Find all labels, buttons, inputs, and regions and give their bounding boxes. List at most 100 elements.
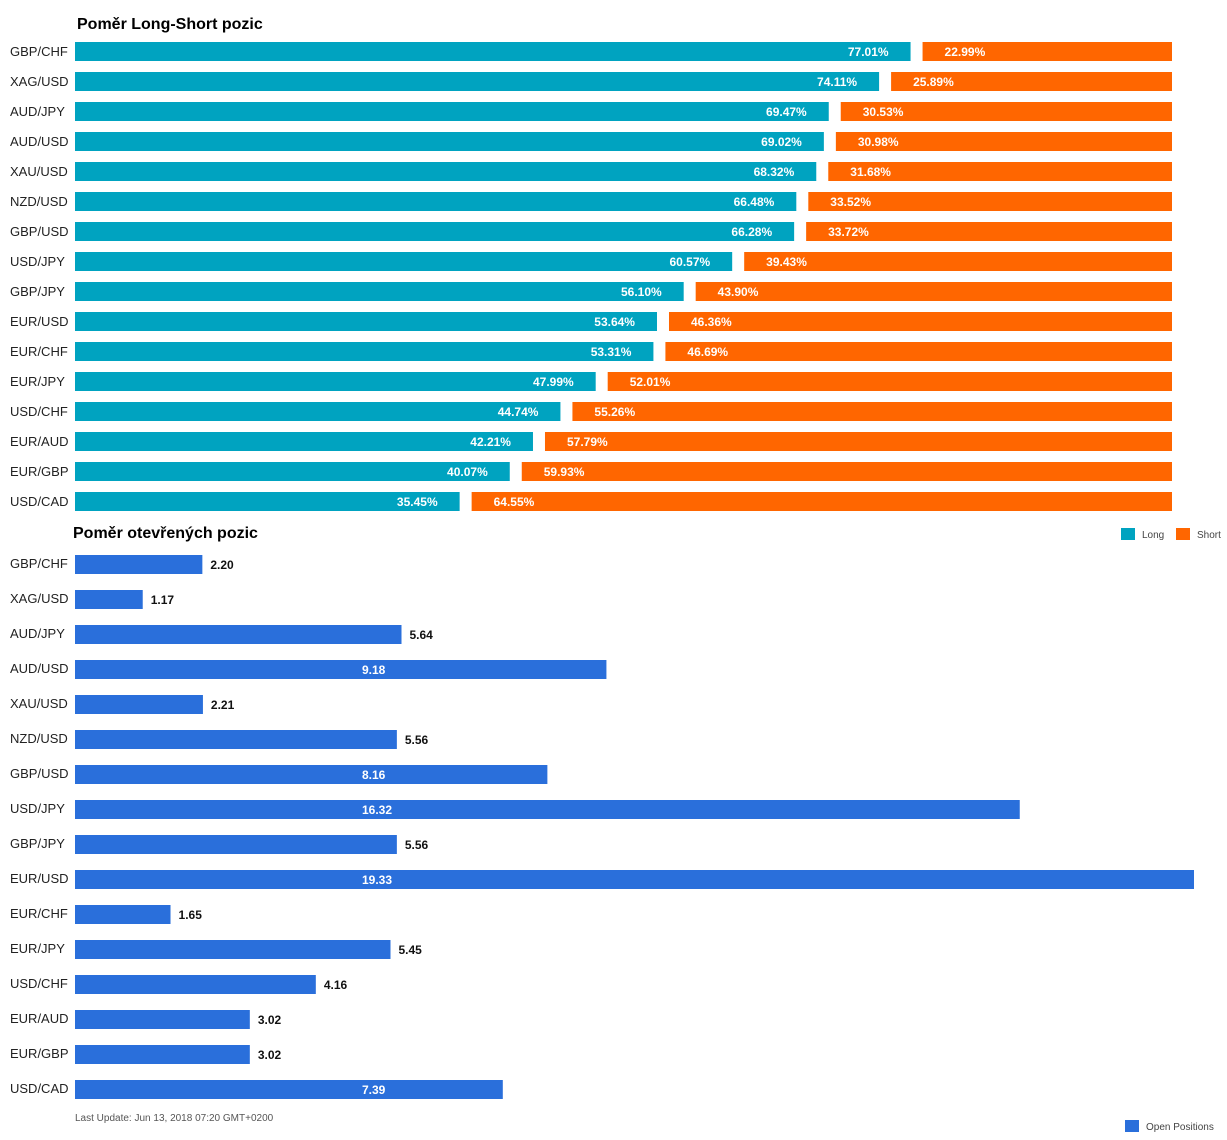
data-label-open-positions: 9.18 bbox=[362, 663, 386, 677]
data-label-long: 69.47% bbox=[766, 105, 807, 119]
bar-long bbox=[75, 312, 657, 331]
bar-short bbox=[922, 42, 1172, 61]
data-label-open-positions: 5.56 bbox=[405, 733, 429, 747]
category-label: USD/CAD bbox=[10, 494, 69, 509]
category-label: GBP/CHF bbox=[10, 44, 68, 59]
bar-open-positions bbox=[75, 940, 391, 959]
data-label-long: 74.11% bbox=[817, 75, 857, 89]
bar-open-positions bbox=[75, 730, 397, 749]
bar-long bbox=[75, 162, 817, 181]
bar-open-positions bbox=[75, 905, 171, 924]
data-label-short: 64.55% bbox=[494, 495, 535, 509]
data-label-short: 33.52% bbox=[830, 195, 871, 209]
data-label-long: 60.57% bbox=[669, 255, 710, 269]
category-label: AUD/USD bbox=[10, 661, 69, 676]
bar-long bbox=[75, 282, 684, 301]
bar-short bbox=[471, 492, 1172, 511]
legend-swatch-long bbox=[1121, 528, 1135, 540]
chart-title-long-short: Poměr Long-Short pozic bbox=[77, 16, 263, 33]
bar-open-positions bbox=[75, 835, 397, 854]
bar-long bbox=[75, 492, 460, 511]
category-label: GBP/JPY bbox=[10, 284, 65, 299]
data-label-short: 57.79% bbox=[567, 435, 608, 449]
category-label: NZD/USD bbox=[10, 194, 68, 209]
category-label: GBP/CHF bbox=[10, 556, 68, 571]
data-label-short: 43.90% bbox=[718, 285, 759, 299]
category-label: EUR/USD bbox=[10, 871, 69, 886]
bar-long bbox=[75, 132, 824, 151]
category-label: EUR/CHF bbox=[10, 344, 68, 359]
data-label-short: 55.26% bbox=[594, 405, 635, 419]
bar-short bbox=[665, 342, 1172, 361]
category-label: EUR/AUD bbox=[10, 434, 69, 449]
category-label: USD/JPY bbox=[10, 254, 65, 269]
category-label: GBP/USD bbox=[10, 766, 69, 781]
legend-long-short: Long Short bbox=[1121, 528, 1221, 541]
bar-open-positions bbox=[75, 555, 203, 574]
category-label: USD/JPY bbox=[10, 801, 65, 816]
data-label-short: 39.43% bbox=[766, 255, 807, 269]
bar-open-positions bbox=[75, 975, 316, 994]
category-label: XAG/USD bbox=[10, 74, 69, 89]
bar-short bbox=[840, 102, 1172, 121]
data-label-long: 66.28% bbox=[731, 225, 772, 239]
bar-long bbox=[75, 402, 561, 421]
bar-short bbox=[835, 132, 1172, 151]
data-label-short: 22.99% bbox=[945, 45, 986, 59]
bar-open-positions bbox=[75, 800, 1020, 819]
bar-long bbox=[75, 222, 795, 241]
legend-label-open-positions: Open Positions bbox=[1146, 1122, 1214, 1133]
data-label-open-positions: 8.16 bbox=[362, 768, 386, 782]
data-label-short: 25.89% bbox=[913, 75, 954, 89]
bar-long bbox=[75, 372, 596, 391]
category-label: EUR/USD bbox=[10, 314, 69, 329]
open-position-bars: GBP/CHF 2.20 XAG/USD 1.17 AUD/JPY 5.64 AUD/USD… bbox=[10, 555, 1194, 1099]
bar-short bbox=[891, 72, 1172, 91]
data-label-short: 46.69% bbox=[687, 345, 728, 359]
data-label-long: 42.21% bbox=[470, 435, 511, 449]
data-label-long: 44.74% bbox=[498, 405, 539, 419]
data-label-open-positions: 3.02 bbox=[258, 1013, 282, 1027]
bar-long bbox=[75, 192, 797, 211]
data-label-open-positions: 5.56 bbox=[405, 838, 429, 852]
long-short-bars: GBP/CHF 77.01% 22.99% XAG/USD 74.11% 25.89% AU… bbox=[10, 42, 1172, 511]
data-label-long: 66.48% bbox=[734, 195, 775, 209]
data-label-short: 59.93% bbox=[544, 465, 585, 479]
data-label-long: 56.10% bbox=[621, 285, 662, 299]
bar-open-positions bbox=[75, 1080, 503, 1099]
category-label: EUR/AUD bbox=[10, 1011, 69, 1026]
data-label-open-positions: 16.32 bbox=[362, 803, 392, 817]
legend-swatch-open-positions bbox=[1125, 1120, 1139, 1132]
bar-open-positions bbox=[75, 1045, 250, 1064]
bar-open-positions bbox=[75, 660, 607, 679]
category-label: USD/CAD bbox=[10, 1081, 69, 1096]
bar-open-positions bbox=[75, 1010, 250, 1029]
bar-open-positions bbox=[75, 625, 402, 644]
data-label-long: 53.31% bbox=[591, 345, 632, 359]
category-label: XAU/USD bbox=[10, 164, 68, 179]
data-label-open-positions: 2.21 bbox=[211, 698, 235, 712]
category-label: XAG/USD bbox=[10, 591, 69, 606]
category-label: EUR/GBP bbox=[10, 1046, 69, 1061]
data-label-long: 68.32% bbox=[754, 165, 795, 179]
data-label-open-positions: 7.39 bbox=[362, 1083, 386, 1097]
bar-short bbox=[521, 462, 1172, 481]
category-label: USD/CHF bbox=[10, 976, 68, 991]
bar-short bbox=[668, 312, 1172, 331]
category-label: XAU/USD bbox=[10, 696, 68, 711]
bar-short bbox=[572, 402, 1172, 421]
legend-label-long: Long bbox=[1142, 530, 1164, 541]
bar-short bbox=[695, 282, 1172, 301]
data-label-short: 31.68% bbox=[850, 165, 891, 179]
data-label-short: 52.01% bbox=[630, 375, 671, 389]
bar-long bbox=[75, 252, 733, 271]
bar-short bbox=[607, 372, 1172, 391]
category-label: EUR/JPY bbox=[10, 941, 65, 956]
category-label: AUD/JPY bbox=[10, 104, 65, 119]
data-label-open-positions: 5.64 bbox=[409, 628, 433, 642]
data-label-short: 33.72% bbox=[828, 225, 869, 239]
data-label-long: 47.99% bbox=[533, 375, 574, 389]
bar-open-positions bbox=[75, 870, 1194, 889]
bar-long bbox=[75, 42, 911, 61]
